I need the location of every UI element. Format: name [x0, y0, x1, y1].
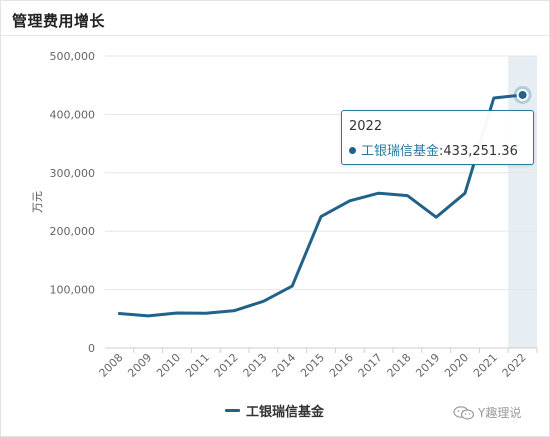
watermark: Y趣理说 — [453, 404, 521, 421]
y-axis-label: 万元 — [31, 191, 44, 213]
wechat-icon — [453, 405, 475, 420]
highlight-point — [516, 88, 529, 101]
x-tick-label: 2022 — [500, 351, 529, 380]
x-tick-label: 2012 — [212, 351, 241, 380]
title-divider — [1, 35, 549, 36]
y-tick-label: 0 — [88, 342, 95, 355]
x-tick-label: 2021 — [471, 351, 500, 380]
x-tick-label: 2015 — [298, 351, 327, 380]
chart-title: 管理费用增长 — [12, 12, 106, 30]
chart-tooltip: 2022 工银瑞信基金:433,251.36 — [341, 110, 534, 165]
y-tick-label: 300,000 — [50, 167, 96, 180]
x-tick-label: 2010 — [154, 351, 183, 380]
tooltip-year: 2022 — [349, 119, 383, 134]
y-tick-label: 400,000 — [50, 108, 96, 121]
tooltip-value: 433,251.36 — [443, 144, 518, 159]
x-tick-label: 2008 — [97, 351, 126, 380]
x-tick-label: 2014 — [269, 351, 298, 380]
x-tick-label: 2013 — [241, 351, 270, 380]
x-tick-label: 2016 — [327, 351, 356, 380]
series-line — [117, 93, 525, 318]
tooltip-series-dot — [349, 147, 356, 154]
chart-legend[interactable]: 工银瑞信基金 — [225, 402, 325, 420]
tooltip-row: 工银瑞信基金:433,251.36 — [349, 140, 518, 159]
y-tick-label: 500,000 — [50, 50, 96, 63]
watermark-text: Y趣理说 — [478, 406, 522, 420]
x-tick-label: 2019 — [413, 351, 442, 380]
x-tick-label: 2009 — [125, 351, 154, 380]
legend-swatch — [225, 408, 240, 412]
x-tick-label: 2020 — [442, 351, 471, 380]
x-tick-label: 2017 — [356, 351, 385, 380]
y-tick-label: 100,000 — [50, 284, 96, 297]
y-tick-label: 200,000 — [50, 225, 96, 238]
x-tick-label: 2011 — [183, 351, 212, 380]
legend-label: 工银瑞信基金 — [246, 404, 325, 420]
tooltip-series-name: 工银瑞信基金 — [361, 144, 440, 159]
highlight-band — [508, 56, 537, 348]
x-tick-label: 2018 — [385, 351, 414, 380]
